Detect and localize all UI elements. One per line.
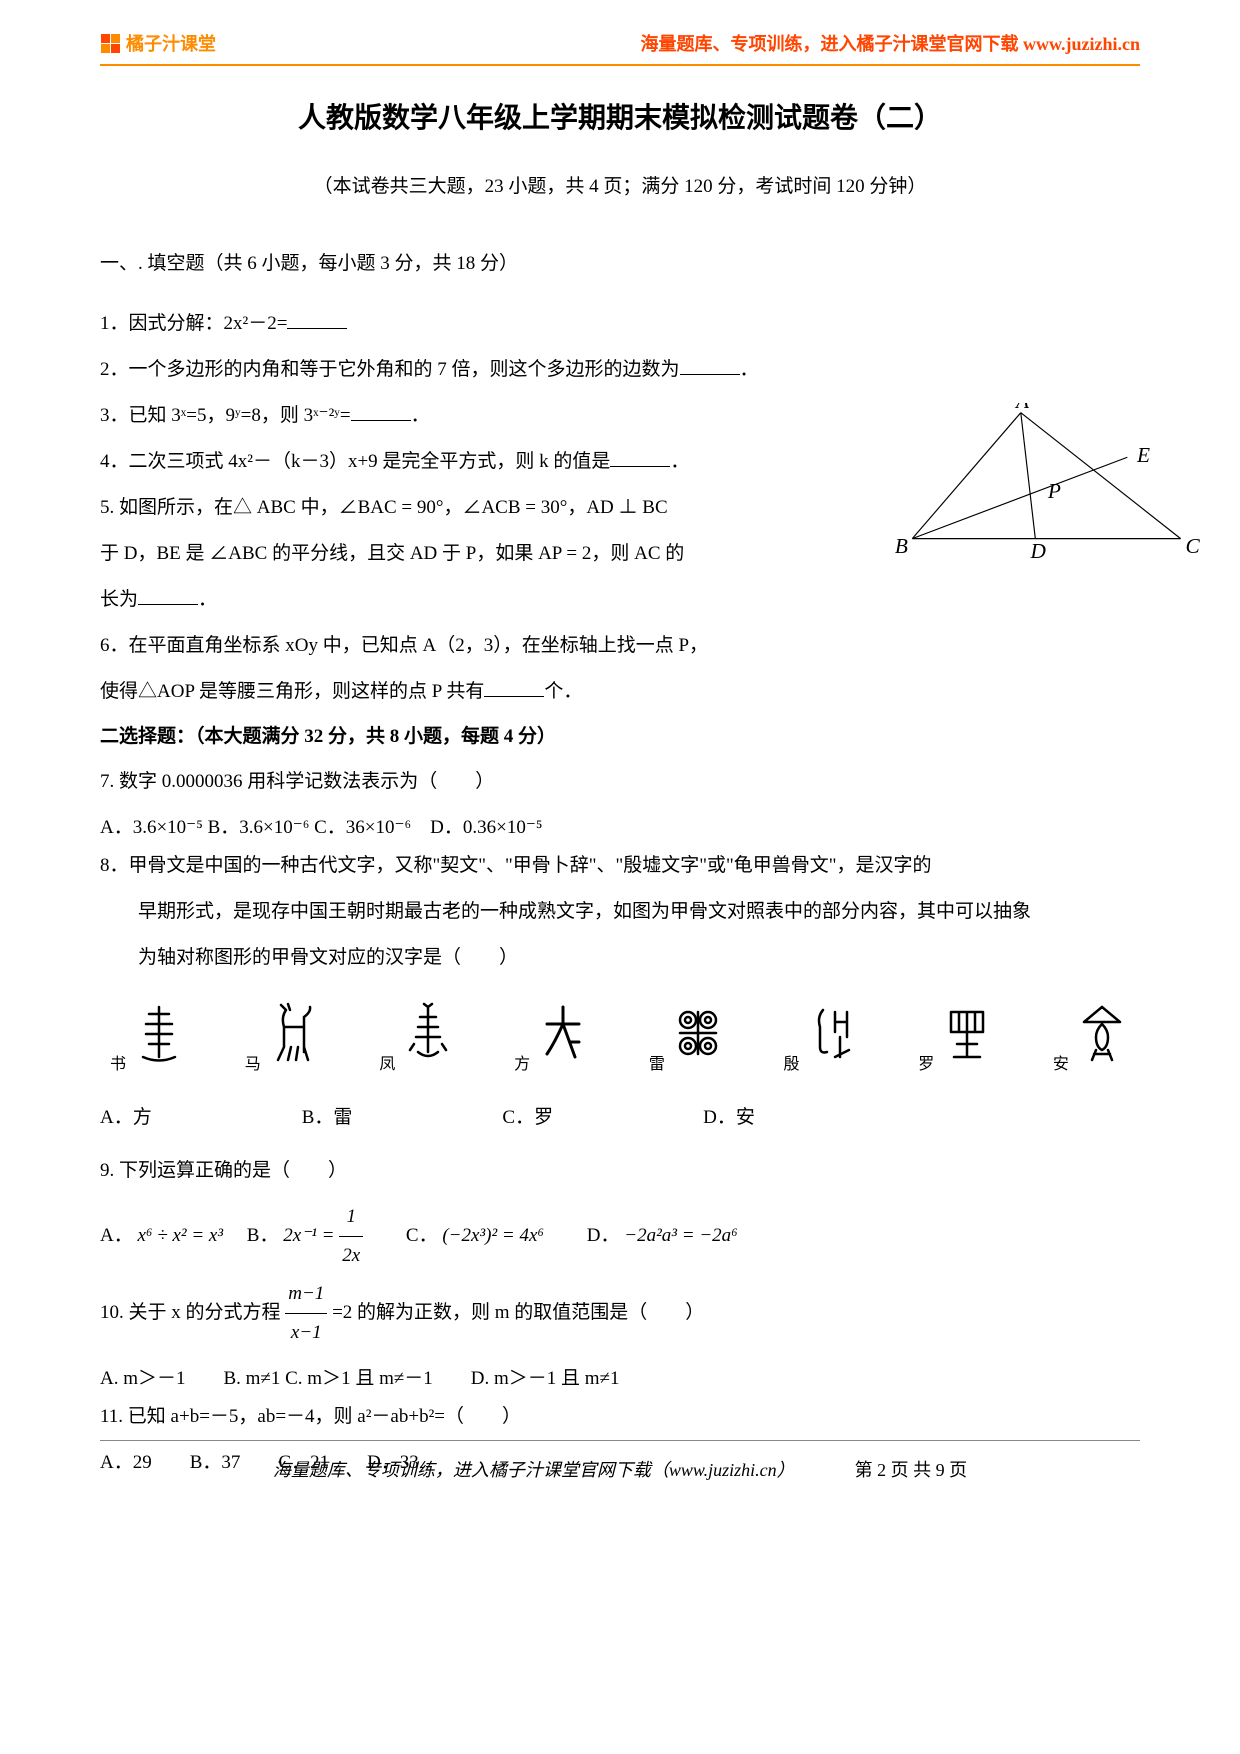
q9-b-pre: 2x⁻¹ =: [283, 1225, 339, 1246]
question-6-line2: 使得△AOP 是等腰三角形，则这样的点 P 共有 个．: [100, 673, 860, 711]
q5-line3-text: 长为: [100, 589, 138, 610]
q3-blank: [351, 403, 411, 421]
oracle-item: 安: [1053, 1002, 1130, 1074]
q9-d-formula: −2a²a³ = −2a⁶: [624, 1225, 737, 1246]
oracle-char-label: 凤: [379, 1050, 395, 1074]
oracle-item: 书: [110, 1002, 187, 1074]
q9-b-label: B．: [247, 1225, 279, 1246]
question-10: 10. 关于 x 的分式方程 m−1x−1 =2 的解为正数，则 m 的取值范围…: [100, 1275, 1140, 1352]
q1-text: 1．因式分解：2x²－2=: [100, 313, 287, 334]
question-8-line2: 早期形式，是现存中国王朝时期最古老的一种成熟文字，如图为甲骨文对照表中的部分内容…: [100, 893, 1140, 931]
q6-line2-text: 使得△AOP 是等腰三角形，则这样的点 P 共有: [100, 681, 484, 702]
oracle-item: 方: [514, 1002, 591, 1074]
svg-text:P: P: [1047, 479, 1061, 503]
q9-c-label: C．: [406, 1225, 438, 1246]
q8-opt-c: C．罗: [502, 1099, 553, 1137]
oracle-item: 殷: [784, 1002, 861, 1074]
page-subtitle: （本试卷共三大题，23 小题，共 4 页；满分 120 分，考试时间 120 分…: [100, 171, 1140, 198]
header-link-text: 海量题库、专项训练，进入橘子汁课堂官网下载 www.juzizhi.cn: [641, 30, 1141, 56]
logo-icon: [100, 33, 120, 53]
question-8-line3: 为轴对称图形的甲骨文对应的汉字是（ ）: [100, 939, 1140, 977]
q3-text: 3．已知 3ˣ=5，9ʸ=8，则 3ˣ⁻²ʸ=: [100, 405, 351, 426]
svg-text:A: A: [1014, 403, 1030, 413]
section-2-title: 二选择题：（本大题满分 32 分，共 8 小题，每题 4 分）: [100, 721, 1140, 748]
q8-opt-b: B．雷: [302, 1099, 353, 1137]
oracle-glyph-icon: [1074, 1002, 1130, 1074]
q2-blank: [680, 357, 740, 375]
question-10-options: A. m＞－1 B. m≠1 C. m＞1 且 m≠－1 D. m＞－1 且 m…: [100, 1360, 1140, 1398]
q9-a-label: A．: [100, 1225, 133, 1246]
oracle-glyph-icon: [131, 1002, 187, 1074]
q8-opt-a: A．方: [100, 1099, 152, 1137]
oracle-item: 凤: [379, 1002, 456, 1074]
question-2: 2．一个多边形的内角和等于它外角和的 7 倍，则这个多边形的边数为 ．: [100, 351, 1140, 389]
q9-d-label: D．: [587, 1225, 620, 1246]
q8-opt-d: D．安: [703, 1099, 755, 1137]
oracle-glyph-icon: [805, 1002, 861, 1074]
section-1-title: 一、. 填空题（共 6 小题，每小题 3 分，共 18 分）: [100, 248, 1140, 275]
q10-pre: 10. 关于 x 的分式方程: [100, 1302, 285, 1323]
oracle-item: 雷: [649, 1002, 726, 1074]
q9-a-formula: x⁶ ÷ x² = x³: [137, 1225, 223, 1246]
question-7: 7. 数字 0.0000036 用科学记数法表示为（ ）: [100, 763, 1140, 801]
oracle-char-label: 书: [110, 1050, 126, 1074]
oracle-glyph-icon: [670, 1002, 726, 1074]
oracle-char-label: 殷: [784, 1050, 800, 1074]
oracle-bone-row: 书马凤方雷殷罗安: [100, 1002, 1140, 1074]
question-1: 1．因式分解：2x²－2=: [100, 305, 1140, 343]
question-5-line1: 5. 如图所示，在△ ABC 中，∠BAC = 90°，∠ACB = 30°，A…: [100, 489, 860, 527]
q4-text: 4．二次三项式 4x²－（k－3）x+9 是完全平方式，则 k 的值是: [100, 451, 610, 472]
question-8-options: A．方 B．雷 C．罗 D．安: [100, 1099, 1140, 1137]
q2-end: ．: [740, 359, 759, 380]
svg-text:E: E: [1136, 443, 1150, 467]
q6-end: 个．: [544, 681, 582, 702]
q4-blank: [610, 449, 670, 467]
svg-text:D: D: [1029, 539, 1046, 558]
oracle-char-label: 安: [1053, 1050, 1069, 1074]
q9-b-num: 1: [339, 1198, 363, 1237]
q1-blank: [287, 311, 347, 329]
q6-blank: [484, 679, 544, 697]
question-5-line2: 于 D，BE 是 ∠ABC 的平分线，且交 AD 于 P，如果 AP = 2，则…: [100, 535, 860, 573]
svg-text:B: B: [895, 534, 908, 558]
triangle-diagram: A B C D E P: [890, 403, 1200, 558]
question-6-line1: 6．在平面直角坐标系 xOy 中，已知点 A（2，3），在坐标轴上找一点 P，: [100, 627, 860, 665]
oracle-char-label: 罗: [918, 1050, 934, 1074]
question-7-options: A．3.6×10⁻⁵ B．3.6×10⁻⁶ C．36×10⁻⁶ D．0.36×1…: [100, 809, 1140, 847]
page-footer: 海量题库、专项训练，进入橘子汁课堂官网下载（www.juzizhi.cn） 第 …: [100, 1440, 1140, 1482]
q9-c-formula: (−2x³)² = 4x⁶: [442, 1225, 544, 1246]
question-11: 11. 已知 a+b=－5，ab=－4，则 a²－ab+b²=（ ）: [100, 1398, 1140, 1436]
page-header: 橘子汁课堂 海量题库、专项训练，进入橘子汁课堂官网下载 www.juzizhi.…: [100, 30, 1140, 66]
oracle-item: 罗: [918, 1002, 995, 1074]
q10-num: m−1: [285, 1275, 327, 1314]
question-9: 9. 下列运算正确的是（ ）: [100, 1152, 1140, 1190]
q2-text: 2．一个多边形的内角和等于它外角和的 7 倍，则这个多边形的边数为: [100, 359, 680, 380]
footer-left: 海量题库、专项训练，进入橘子汁课堂官网下载（www.juzizhi.cn）: [273, 1456, 795, 1482]
oracle-char-label: 马: [245, 1050, 261, 1074]
oracle-glyph-icon: [266, 1002, 322, 1074]
q9-b-den: 2x: [339, 1237, 363, 1275]
content: 一、. 填空题（共 6 小题，每小题 3 分，共 18 分） 1．因式分解：2x…: [100, 248, 1140, 1482]
oracle-char-label: 雷: [649, 1050, 665, 1074]
question-8-line1: 8．甲骨文是中国的一种古代文字，又称"契文"、"甲骨卜辞"、"殷墟文字"或"龟甲…: [100, 847, 1140, 885]
q10-den: x−1: [285, 1314, 327, 1352]
question-9-options: A． x⁶ ÷ x² = x³ B． 2x⁻¹ = 12x C． (−2x³)²…: [100, 1198, 1140, 1275]
question-5-line3: 长为 ．: [100, 581, 860, 619]
oracle-item: 马: [245, 1002, 322, 1074]
q4-end: ．: [670, 451, 689, 472]
footer-right: 第 2 页 共 9 页: [855, 1456, 968, 1482]
svg-text:C: C: [1185, 534, 1200, 558]
q5-blank: [138, 587, 198, 605]
q5-end: ．: [198, 589, 217, 610]
q3-end: ．: [411, 405, 430, 426]
logo-text: 橘子汁课堂: [126, 30, 216, 56]
oracle-char-label: 方: [514, 1050, 530, 1074]
page-title: 人教版数学八年级上学期期末模拟检测试题卷（二）: [100, 96, 1140, 136]
q10-post: =2 的解为正数，则 m 的取值范围是（ ）: [327, 1302, 704, 1323]
oracle-glyph-icon: [535, 1002, 591, 1074]
oracle-glyph-icon: [939, 1002, 995, 1074]
logo: 橘子汁课堂: [100, 30, 216, 56]
oracle-glyph-icon: [400, 1002, 456, 1074]
